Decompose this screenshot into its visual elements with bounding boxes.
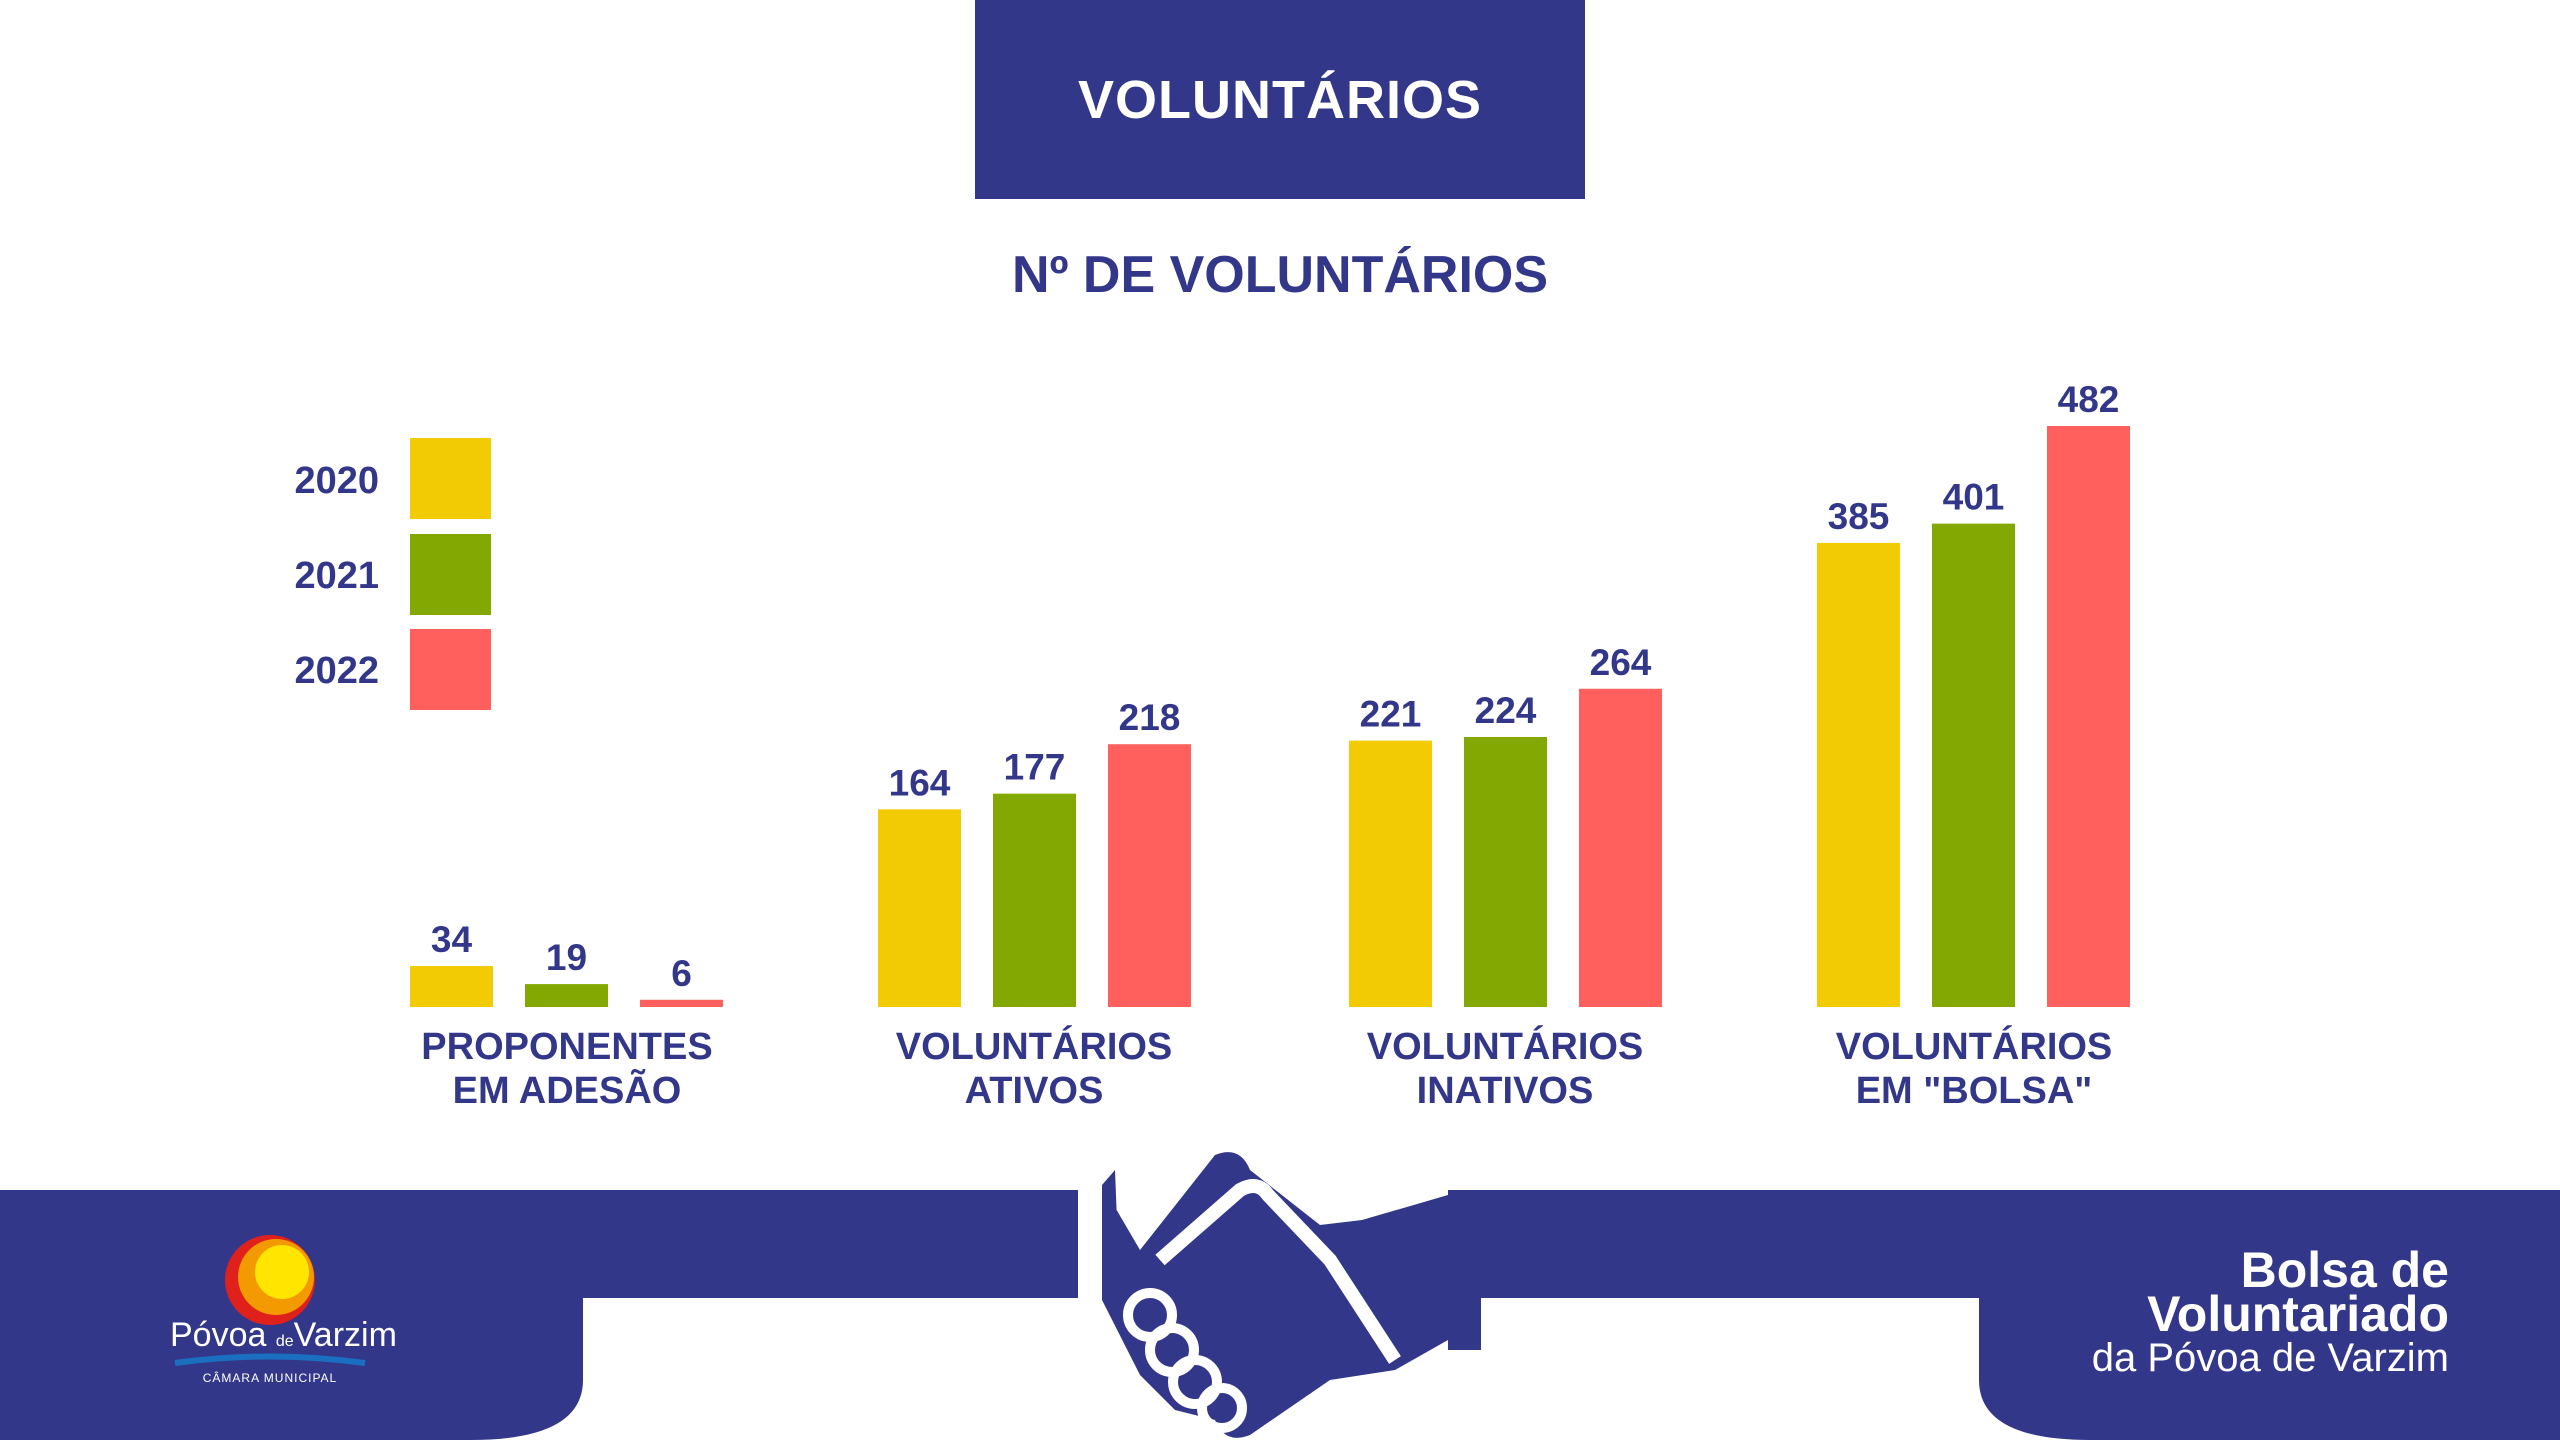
data-label: 6 [671, 953, 692, 994]
category-label: VOLUNTÁRIOS EM "BOLSA" [1835, 1026, 2113, 1112]
footer-band [0, 1152, 2560, 1440]
title-banner: VOLUNTÁRIOS [975, 0, 1585, 199]
bar-2021 [1932, 523, 2015, 1007]
bar-2020 [1349, 740, 1432, 1007]
data-label: 218 [1119, 697, 1181, 738]
bar-chart: 34 19 6 164 177 218 221 224 264 385 401 482 [410, 379, 2130, 1007]
bar-2020 [1817, 542, 1900, 1007]
legend-label-2020: 2020 [294, 460, 379, 502]
logo-text: Póvoa deVarzim [170, 1316, 397, 1354]
data-label: 164 [889, 762, 951, 803]
data-label: 224 [1475, 690, 1537, 731]
legend-label-2022: 2022 [294, 650, 379, 692]
data-label: 385 [1828, 496, 1890, 537]
brand-title: Bolsa de Voluntariado [2147, 1242, 2449, 1342]
page-title: VOLUNTÁRIOS [1077, 69, 1482, 130]
bar-2022 [640, 999, 723, 1007]
data-label: 19 [546, 937, 587, 978]
legend-swatch-2020 [410, 438, 491, 519]
bar-2022 [2047, 426, 2130, 1007]
bar-2021 [993, 793, 1076, 1007]
category-label: PROPONENTES EM ADESÃO [421, 1026, 713, 1112]
bar-2020 [878, 809, 961, 1007]
bar-2022 [1108, 744, 1191, 1007]
data-label: 34 [431, 919, 473, 960]
legend-swatch-2021 [410, 534, 491, 615]
handshake-icon [1102, 1152, 1481, 1438]
data-label: 221 [1360, 694, 1422, 735]
data-label: 401 [1943, 477, 2005, 518]
bar-2021 [1464, 736, 1547, 1007]
data-label: 177 [1004, 747, 1066, 788]
category-label: VOLUNTÁRIOS ATIVOS [895, 1026, 1173, 1112]
legend-label-2021: 2021 [294, 555, 379, 597]
bar-2020 [410, 966, 493, 1007]
data-label: 264 [1590, 642, 1652, 683]
category-label: VOLUNTÁRIOS INATIVOS [1366, 1026, 1644, 1112]
chart-title: Nº DE VOLUNTÁRIOS [1011, 246, 1549, 304]
brand-subtitle: da Póvoa de Varzim [2091, 1336, 2449, 1380]
data-label: 482 [2058, 379, 2120, 420]
bar-2022 [1579, 688, 1662, 1007]
bar-2021 [525, 984, 608, 1007]
legend-swatch-2022 [410, 629, 491, 710]
logo-subtitle: CÂMARA MUNICIPAL [202, 1371, 338, 1385]
povoa-logo [174, 1235, 366, 1366]
